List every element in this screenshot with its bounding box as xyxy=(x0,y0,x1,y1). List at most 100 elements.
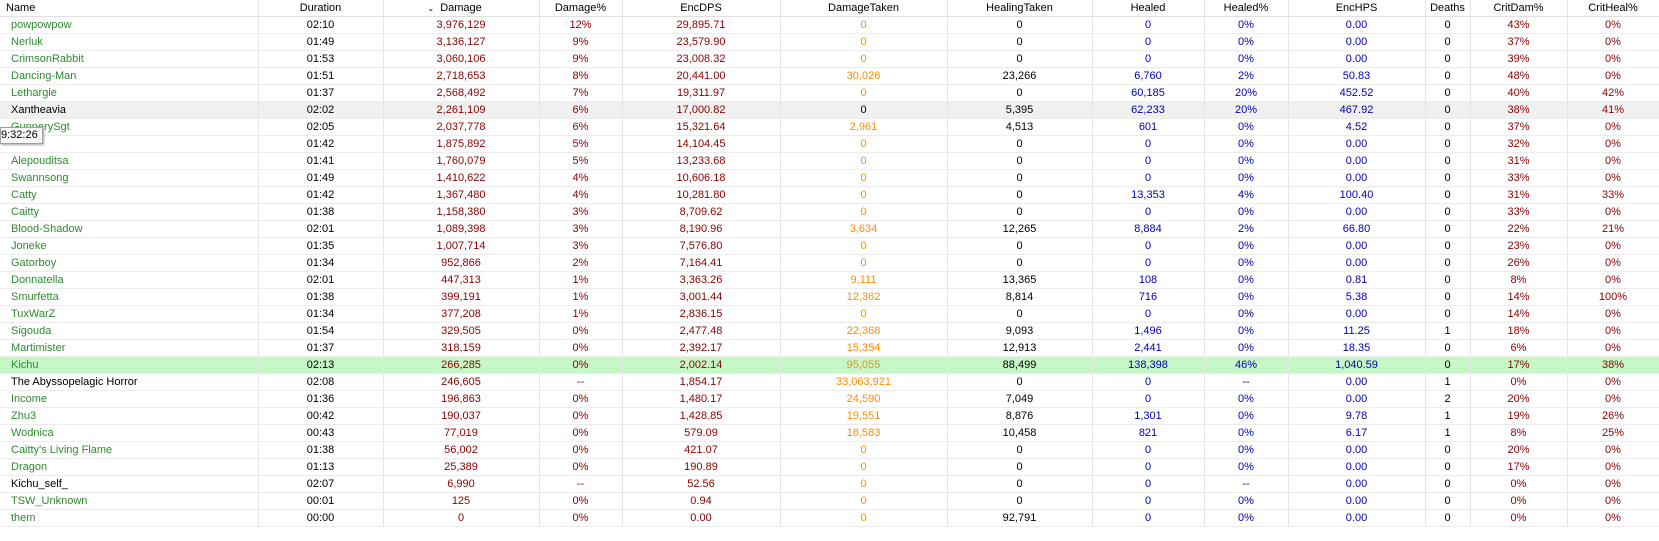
table-row[interactable]: Zhu3 00:42 190,037 0% 1,428.85 19,551 8,876 1,3… xyxy=(0,407,1659,425)
column-header-healing-taken[interactable]: HealingTaken xyxy=(947,0,1093,17)
cell-enchps: 0.00 xyxy=(1288,458,1426,476)
cell-player-name xyxy=(0,135,259,153)
cell-healed: 60,185 xyxy=(1092,84,1205,102)
cell-deaths: 0 xyxy=(1425,305,1471,323)
cell-enchps: 0.00 xyxy=(1288,16,1426,34)
cell-critdam-pct: 14% xyxy=(1470,288,1568,306)
cell-healing-taken: 8,814 xyxy=(947,288,1093,306)
column-header-critdam-pct[interactable]: CritDam% xyxy=(1470,0,1568,17)
cell-critheal-pct: 25% xyxy=(1567,424,1659,442)
table-row[interactable]: Kichu 02:13 266,285 0% 2,002.14 95,055 88,499 1… xyxy=(0,356,1659,374)
cell-damage-pct: 0% xyxy=(539,322,623,340)
table-row[interactable]: Martimister 01:37 318,159 0% 2,392.17 15,354 1… xyxy=(0,339,1659,357)
table-row[interactable]: The Abyssopelagic Horror 02:08 246,605 -- 1,… xyxy=(0,373,1659,391)
column-header-name[interactable]: Name xyxy=(0,0,259,17)
cell-healing-taken: 0 xyxy=(947,492,1093,510)
cell-damage: 1,875,892 xyxy=(383,135,540,153)
table-row[interactable]: TuxWarZ 01:34 377,208 1% 2,836.15 0 0 0 0% 0.00 0 1… xyxy=(0,305,1659,323)
table-row[interactable]: 01:42 1,875,892 5% 14,104.45 0 0 0 0% 0.00 0 32% 0% xyxy=(0,135,1659,153)
table-row[interactable]: powpowpow 02:10 3,976,129 12% 29,895.71 0 0 0 0%… xyxy=(0,16,1659,34)
cell-healed: 1,496 xyxy=(1092,322,1205,340)
table-row[interactable]: Xantheavia 02:02 2,261,109 6% 17,000.82 0 5,39… xyxy=(0,101,1659,119)
cell-deaths: 0 xyxy=(1425,186,1471,204)
table-row[interactable]: Caitty 01:38 1,158,380 3% 8,709.62 0 0 0 0% 0.00 0… xyxy=(0,203,1659,221)
cell-damage-taken: 12,362 xyxy=(780,288,948,306)
cell-player-name: Catty xyxy=(0,186,259,204)
cell-healed-pct: 2% xyxy=(1204,220,1289,238)
column-header-enchps[interactable]: EncHPS xyxy=(1288,0,1426,17)
cell-critheal-pct: 0% xyxy=(1567,305,1659,323)
table-row[interactable]: Joneke 01:35 1,007,714 3% 7,576.80 0 0 0 0% 0.00 0… xyxy=(0,237,1659,255)
cell-healed-pct: 0% xyxy=(1204,441,1289,459)
cell-damage: 266,285 xyxy=(383,356,540,374)
cell-damage-pct: 6% xyxy=(539,118,623,136)
cell-damage: 2,568,492 xyxy=(383,84,540,102)
cell-critheal-pct: 0% xyxy=(1567,458,1659,476)
cell-deaths: 1 xyxy=(1425,424,1471,442)
cell-damage-taken: 0 xyxy=(780,475,948,493)
cell-damage-taken: 0 xyxy=(780,458,948,476)
table-row[interactable]: Dragon 01:13 25,389 0% 190.89 0 0 0 0% 0.00 0 17% 0% xyxy=(0,458,1659,476)
table-row[interactable]: Lethargie 01:37 2,568,492 7% 19,311.97 0 0 60,1… xyxy=(0,84,1659,102)
table-row[interactable]: Sigouda 01:54 329,505 0% 2,477.48 22,368 9,093… xyxy=(0,322,1659,340)
table-row[interactable]: Catty 01:42 1,367,480 4% 10,281.80 0 0 13,353 4%… xyxy=(0,186,1659,204)
table-row[interactable]: Kichu_self_ 02:07 6,990 -- 52.56 0 0 0 -- 0.00 0 0%… xyxy=(0,475,1659,493)
column-header-healed[interactable]: Healed xyxy=(1092,0,1205,17)
table-row[interactable]: Alepouditsa 01:41 1,760,079 5% 13,233.68 0 0 0 0… xyxy=(0,152,1659,170)
table-row[interactable]: Caitty's Living Flame 01:38 56,002 0% 421.07… xyxy=(0,441,1659,459)
cell-duration: 01:37 xyxy=(258,84,384,102)
cell-enchps: 4.52 xyxy=(1288,118,1426,136)
cell-damage-taken: 0 xyxy=(780,33,948,51)
column-header-healed-pct[interactable]: Healed% xyxy=(1204,0,1289,17)
table-row[interactable]: CrimsonRabbit 01:53 3,060,106 9% 23,008.32 0 0… xyxy=(0,50,1659,68)
cell-critheal-pct: 0% xyxy=(1567,339,1659,357)
cell-healing-taken: 7,049 xyxy=(947,390,1093,408)
cell-damage-pct: 7% xyxy=(539,84,623,102)
column-header-deaths[interactable]: Deaths xyxy=(1425,0,1471,17)
table-row[interactable]: Nerluk 01:49 3,136,127 9% 23,579.90 0 0 0 0% 0.00… xyxy=(0,33,1659,51)
table-row[interactable]: Income 01:36 196,863 0% 1,480.17 24,590 7,049 0… xyxy=(0,390,1659,408)
cell-healing-taken: 5,395 xyxy=(947,101,1093,119)
table-row[interactable]: Dancing-Man 01:51 2,718,653 8% 20,441.00 30,0… xyxy=(0,67,1659,85)
cell-critdam-pct: 17% xyxy=(1470,458,1568,476)
table-row[interactable]: Gatorboy 01:34 952,866 2% 7,164.41 0 0 0 0% 0.00 0… xyxy=(0,254,1659,272)
column-header-damage-taken[interactable]: DamageTaken xyxy=(780,0,948,17)
column-header-damage[interactable]: ⌄ Damage xyxy=(383,0,540,17)
cell-healed-pct: 0% xyxy=(1204,237,1289,255)
table-row[interactable]: Smurfetta 01:38 399,191 1% 3,001.44 12,362 8,8… xyxy=(0,288,1659,306)
table-row[interactable]: Wodnica 00:43 77,019 0% 579.09 18,583 10,458 82… xyxy=(0,424,1659,442)
table-row[interactable]: GunnerySgt02:052,037,7786%15,321.642,961… xyxy=(0,118,1659,136)
cell-damage: 447,313 xyxy=(383,271,540,289)
cell-duration: 01:49 xyxy=(258,169,384,187)
cell-encdps: 421.07 xyxy=(622,441,781,459)
cell-duration: 02:05 xyxy=(258,118,384,136)
cell-healed-pct: 0% xyxy=(1204,288,1289,306)
table-row[interactable]: Donnatella 02:01 447,313 1% 3,363.26 9,111 13,… xyxy=(0,271,1659,289)
column-header-duration[interactable]: Duration xyxy=(258,0,384,17)
cell-duration: 02:01 xyxy=(258,220,384,238)
table-row[interactable]: them 00:00 0 0% 0.00 0 92,791 0 0% 0.00 0 0% 0% xyxy=(0,509,1659,527)
cell-damage-taken: 3,634 xyxy=(780,220,948,238)
column-header-encdps[interactable]: EncDPS xyxy=(622,0,781,17)
cell-healed-pct: 0% xyxy=(1204,152,1289,170)
cell-duration: 01:36 xyxy=(258,390,384,408)
column-header-damage-pct[interactable]: Damage% xyxy=(539,0,623,17)
table-row[interactable]: Blood-Shadow 02:01 1,089,398 3% 8,190.96 3,63… xyxy=(0,220,1659,238)
cell-enchps: 0.00 xyxy=(1288,390,1426,408)
cell-critdam-pct: 31% xyxy=(1470,186,1568,204)
table-row[interactable]: TSW_Unknown 00:01 125 0% 0.94 0 0 0 0% 0.00 0 0% 0% xyxy=(0,492,1659,510)
cell-critdam-pct: 0% xyxy=(1470,373,1568,391)
cell-critdam-pct: 39% xyxy=(1470,50,1568,68)
cell-duration: 02:07 xyxy=(258,475,384,493)
cell-damage: 3,060,106 xyxy=(383,50,540,68)
cell-damage-taken: 9,111 xyxy=(780,271,948,289)
cell-damage-pct: 6% xyxy=(539,101,623,119)
cell-player-name: Wodnica xyxy=(0,424,259,442)
cell-critheal-pct: 0% xyxy=(1567,271,1659,289)
table-row[interactable]: Swannsong 01:49 1,410,622 4% 10,606.18 0 0 0 0% 0… xyxy=(0,169,1659,187)
cell-healed-pct: 0% xyxy=(1204,390,1289,408)
cell-damage: 1,158,380 xyxy=(383,203,540,221)
cell-healed-pct: 20% xyxy=(1204,101,1289,119)
cell-encdps: 7,164.41 xyxy=(622,254,781,272)
column-header-critheal-pct[interactable]: CritHeal% xyxy=(1567,0,1659,17)
